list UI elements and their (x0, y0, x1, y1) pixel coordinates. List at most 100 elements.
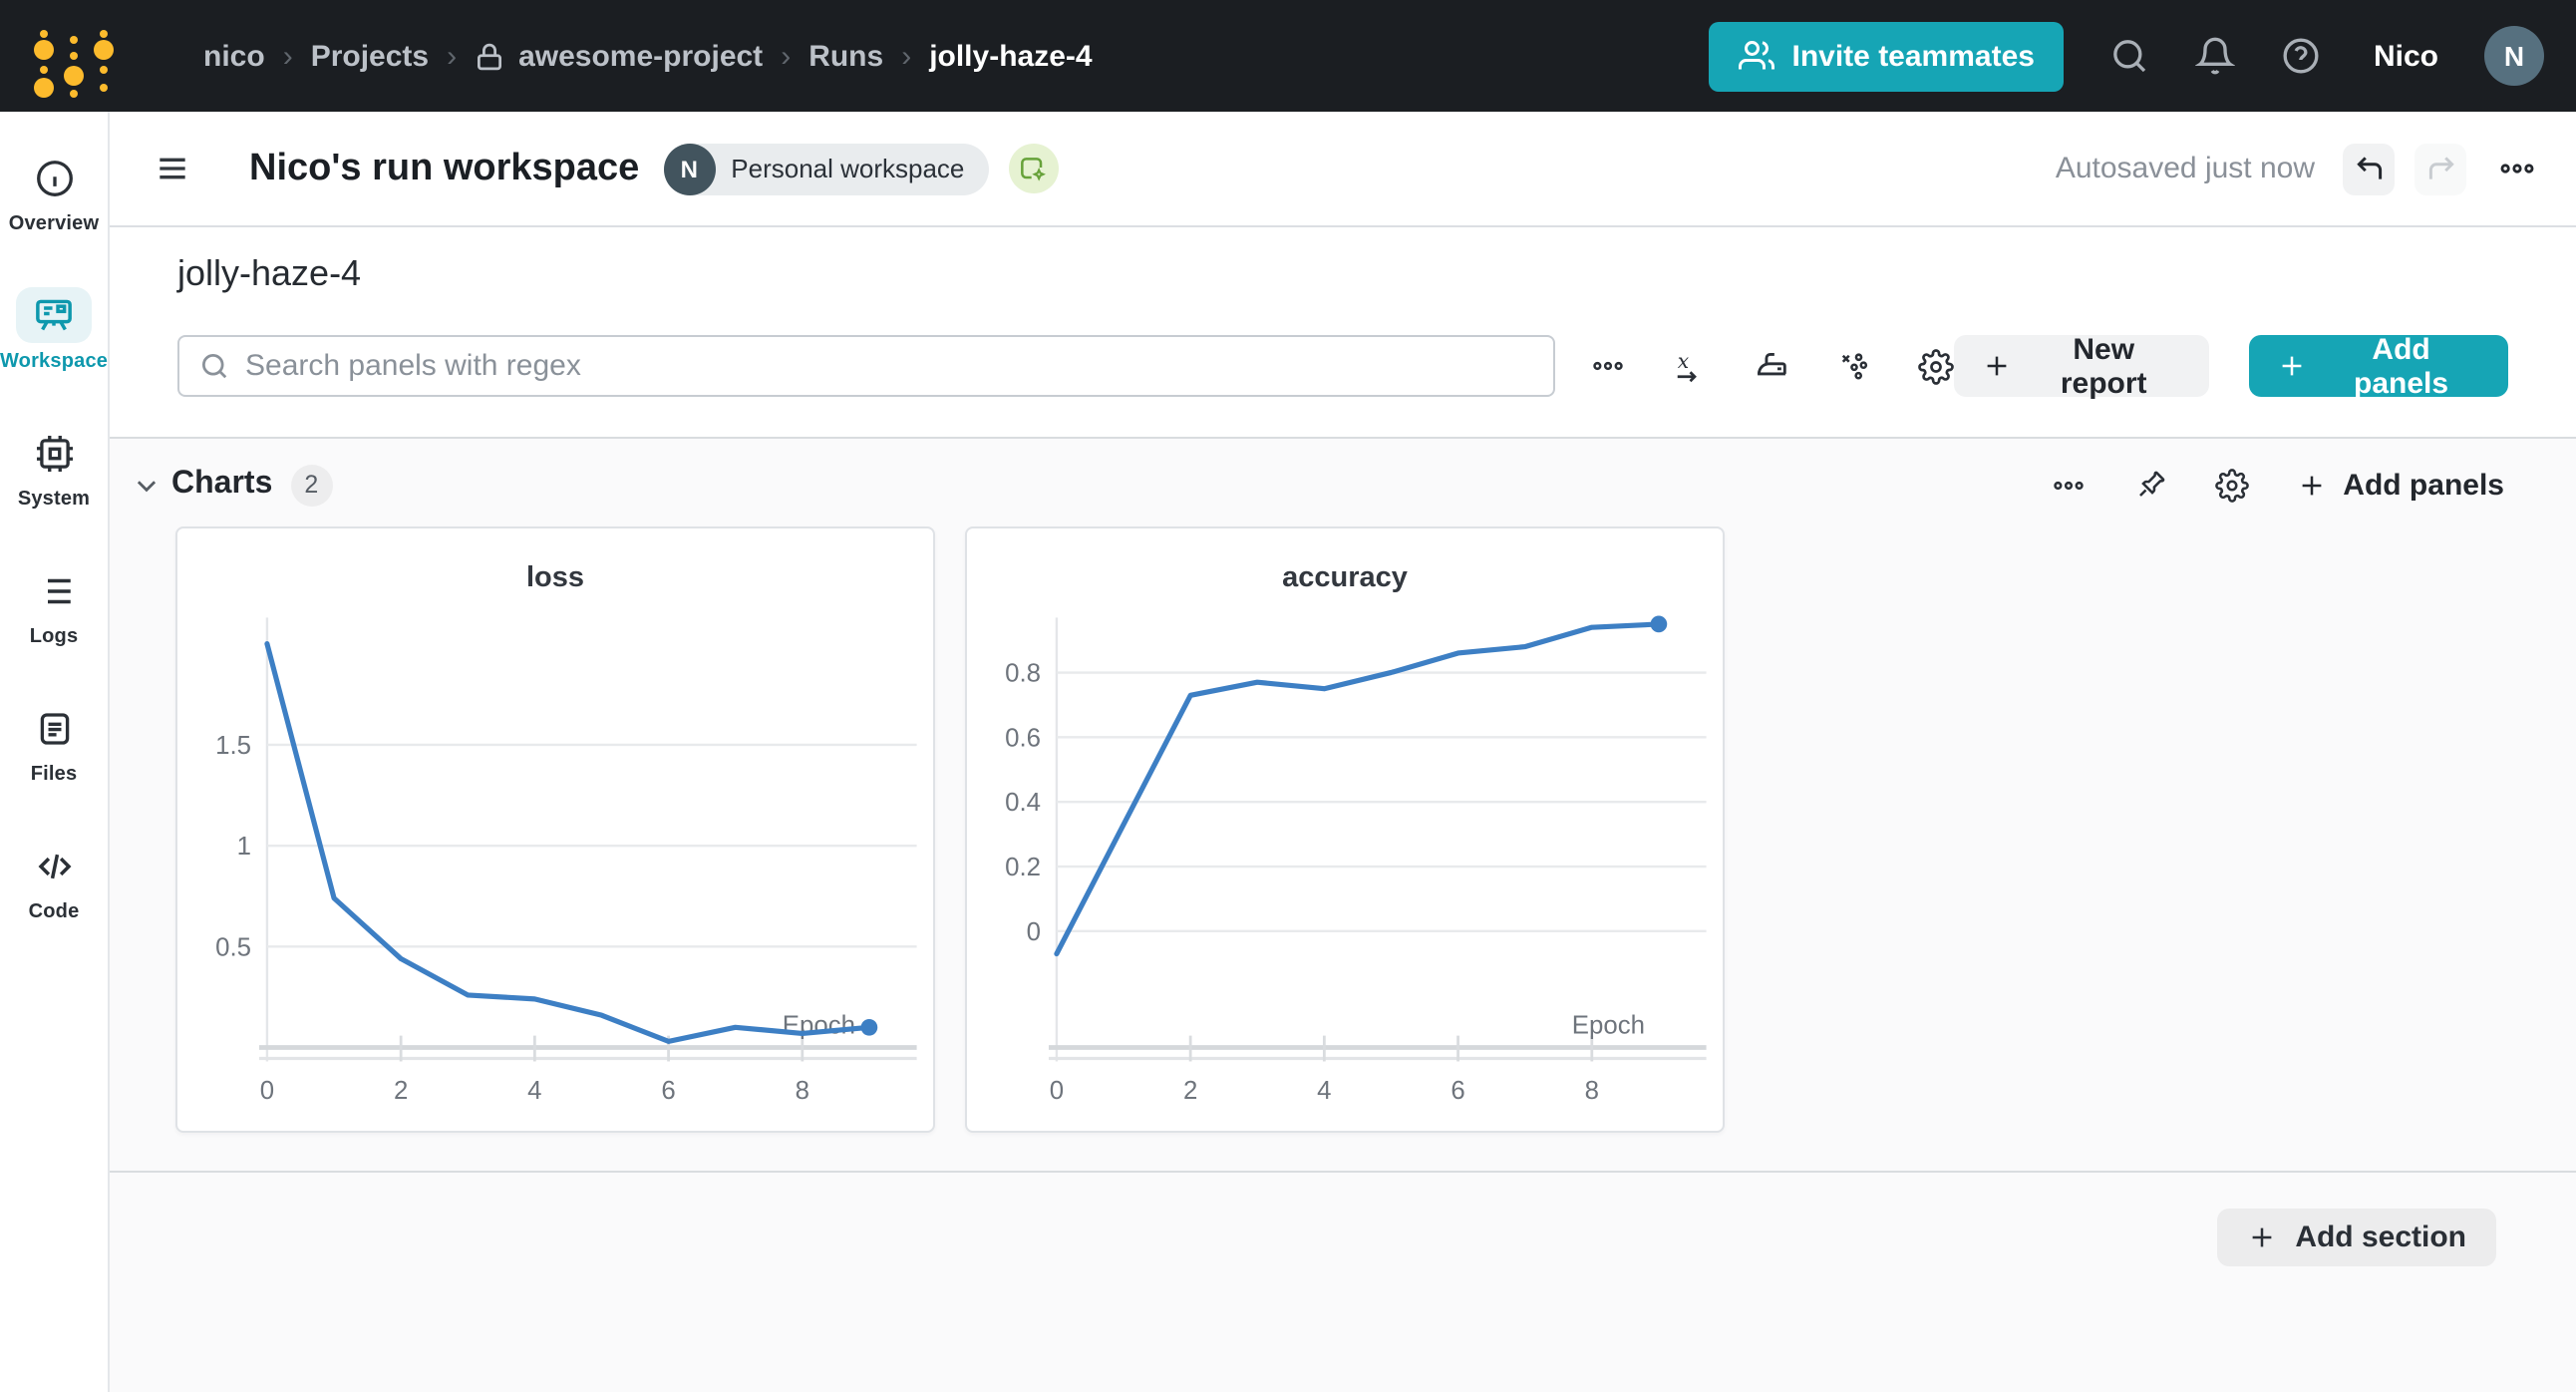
accuracy-chart-plot[interactable]: 0 0.2 0.4 0.6 0.8 0 2 4 6 8 Epoch (967, 528, 1723, 1131)
list-icon (16, 562, 92, 618)
workspace-title: Nico's run workspace (249, 147, 640, 188)
panel-search-input[interactable] (245, 349, 1533, 383)
plus-icon (2276, 351, 2306, 381)
chart-title: loss (525, 562, 584, 594)
add-panels-button[interactable]: Add panels (2248, 332, 2508, 400)
breadcrumb-projects[interactable]: Projects (310, 39, 430, 73)
workspace-settings-gear-icon[interactable] (1917, 348, 1954, 384)
navbar-right: Invite teammates Nico N (1708, 21, 2544, 91)
svg-text:6: 6 (1450, 1077, 1464, 1105)
panel-toolbar-icons: x (1590, 347, 1954, 385)
charts-section-title[interactable]: Charts (171, 467, 273, 501)
new-report-button[interactable]: New report (1953, 332, 2209, 400)
svg-text:4: 4 (527, 1077, 541, 1105)
svg-text:1.5: 1.5 (215, 732, 251, 760)
accuracy-chart-panel[interactable]: accuracy 0 0.2 0.4 0.6 0.8 0 2 4 6 8 Epoch (965, 526, 1725, 1133)
svg-text:0.6: 0.6 (1005, 724, 1041, 752)
svg-text:0: 0 (260, 1077, 274, 1105)
loss-chart-panel[interactable]: loss 0.5 1 1.5 0 2 4 6 8 Epoch (175, 526, 935, 1133)
info-icon (16, 150, 92, 205)
undo-button[interactable] (2343, 143, 2395, 194)
breadcrumb-separator: › (781, 39, 792, 73)
sparkle-panel-icon[interactable] (1008, 144, 1059, 193)
panels-overflow-menu-icon[interactable] (1590, 349, 1624, 383)
section-add-panels-label: Add panels (2343, 468, 2504, 502)
user-avatar[interactable]: N (2484, 26, 2544, 86)
panel-toolbar: x New report (177, 332, 2508, 400)
file-document-icon (16, 700, 92, 756)
top-navbar: nico › Projects › awesome-project › Runs… (0, 0, 2576, 112)
sidebar-item-label: Overview (8, 213, 100, 235)
workspace-board-icon (16, 287, 92, 343)
workspace-bar-right: Autosaved just now (2056, 143, 2536, 194)
autosave-status: Autosaved just now (2055, 152, 2315, 185)
sidebar-item-code[interactable]: Code (16, 838, 92, 923)
breadcrumb-separator: › (901, 39, 912, 73)
run-name-heading: jolly-haze-4 (177, 253, 362, 293)
svg-text:1: 1 (237, 833, 251, 861)
menu-hamburger-icon[interactable] (154, 150, 191, 187)
section-settings-gear-icon[interactable] (2215, 468, 2250, 502)
svg-text:8: 8 (1585, 1077, 1599, 1105)
charts-section-actions: Add panels (2052, 468, 2504, 502)
add-section-button[interactable]: Add section (2217, 1209, 2496, 1266)
chevron-down-icon[interactable] (132, 470, 161, 500)
sidebar-item-system[interactable]: System (16, 425, 92, 511)
wandb-logo-icon[interactable] (32, 16, 116, 98)
svg-text:0: 0 (1027, 918, 1041, 946)
new-report-label: New report (2060, 332, 2147, 400)
svg-text:Epoch: Epoch (783, 1012, 855, 1040)
plus-icon (1981, 351, 2011, 381)
breadcrumb-entity[interactable]: nico (203, 39, 265, 73)
svg-text:6: 6 (661, 1077, 675, 1105)
sidebar-item-label: Files (30, 764, 78, 786)
svg-text:0.8: 0.8 (1005, 659, 1041, 687)
main-content: Nico's run workspace N Personal workspac… (110, 112, 2576, 1392)
outliers-icon[interactable] (1835, 348, 1871, 384)
section-add-panels-button[interactable]: Add panels (2297, 468, 2504, 502)
breadcrumb-project[interactable]: awesome-project (518, 39, 764, 73)
invite-teammates-label: Invite teammates (1791, 39, 2035, 73)
search-icon[interactable] (2110, 36, 2150, 76)
run-header-row: jolly-haze-4 x (110, 227, 2576, 439)
loss-chart-plot[interactable]: 0.5 1 1.5 0 2 4 6 8 Epoch (177, 528, 933, 1131)
breadcrumb-run-name[interactable]: jolly-haze-4 (929, 39, 1093, 73)
section-overflow-menu-icon[interactable] (2052, 468, 2086, 502)
breadcrumb-runs[interactable]: Runs (808, 39, 884, 73)
notifications-bell-icon[interactable] (2195, 36, 2236, 76)
bottom-section: Add section (110, 1173, 2576, 1392)
add-panels-label: Add panels (2354, 332, 2449, 400)
svg-text:2: 2 (394, 1077, 408, 1105)
svg-text:4: 4 (1317, 1077, 1331, 1105)
personal-workspace-badge[interactable]: N Personal workspace (663, 143, 989, 194)
workspace-badge-label: Personal workspace (731, 154, 965, 183)
workspace-overflow-menu-icon[interactable] (2498, 150, 2536, 187)
sidebar-item-label: Logs (29, 626, 79, 648)
chart-title: accuracy (1282, 562, 1408, 594)
svg-text:0.4: 0.4 (1005, 789, 1041, 817)
sidebar-item-overview[interactable]: Overview (9, 150, 100, 235)
svg-text:0.2: 0.2 (1005, 854, 1041, 881)
panel-search (177, 335, 1555, 397)
breadcrumb: nico › Projects › awesome-project › Runs… (203, 39, 1093, 73)
cpu-icon (16, 425, 92, 481)
smoothing-iron-icon[interactable] (1752, 347, 1789, 385)
user-name[interactable]: Nico (2373, 39, 2438, 73)
sidebar-item-logs[interactable]: Logs (16, 562, 92, 648)
redo-button[interactable] (2415, 143, 2466, 194)
search-icon (199, 351, 229, 381)
sidebar-item-workspace[interactable]: Workspace (0, 287, 108, 373)
svg-text:8: 8 (796, 1077, 809, 1105)
charts-section-header: Charts 2 Add panels (110, 459, 2576, 511)
help-icon[interactable] (2282, 36, 2322, 76)
svg-text:2: 2 (1183, 1077, 1197, 1105)
add-section-label: Add section (2295, 1220, 2466, 1254)
invite-teammates-button[interactable]: Invite teammates (1708, 21, 2065, 91)
plus-icon (2297, 470, 2327, 500)
x-axis-settings-icon[interactable]: x (1670, 348, 1706, 384)
sidebar-item-files[interactable]: Files (16, 700, 92, 786)
sidebar-item-label: Code (28, 901, 80, 923)
pin-section-icon[interactable] (2133, 468, 2167, 502)
svg-text:0.5: 0.5 (215, 933, 251, 961)
